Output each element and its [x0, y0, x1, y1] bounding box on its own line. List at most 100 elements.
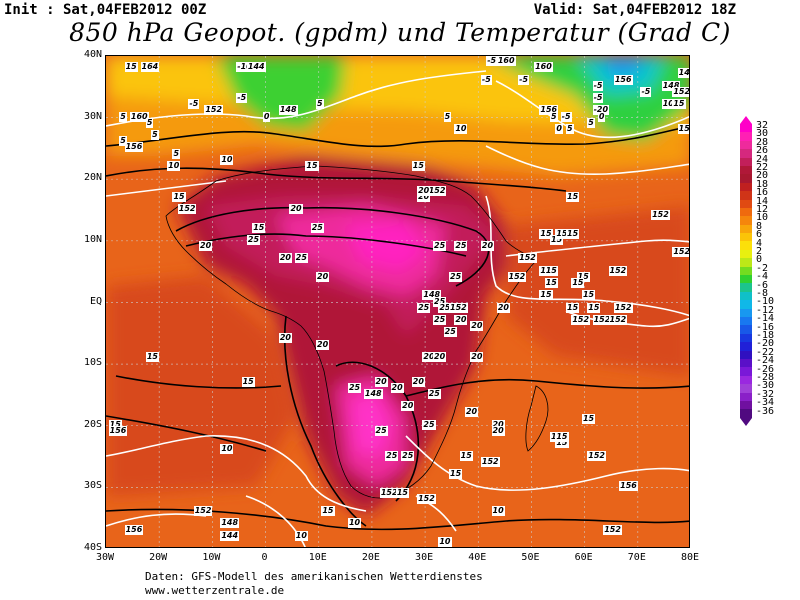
contour-label: 20 [470, 321, 484, 332]
contour-label: 156 [613, 74, 633, 85]
contour-label: 152 [608, 265, 628, 276]
contour-label: 15 [555, 228, 569, 239]
colorbar-cell [740, 409, 752, 418]
contour-label: 15 [555, 438, 569, 449]
contour-label: 25 [433, 241, 447, 252]
lon-label: 20W [149, 552, 168, 563]
contour-label: -5 [592, 80, 604, 91]
contour-label: 15 [587, 302, 601, 313]
contour-label: 15 [555, 432, 569, 443]
contour-label: 15 [395, 487, 409, 498]
colorbar-label: 20 [756, 170, 769, 182]
contour-label: -5 [480, 74, 492, 85]
contour-label: 152 [592, 314, 612, 325]
contour-label: 20 [374, 376, 388, 387]
valid-time: Valid: Sat,04FEB2012 18Z [533, 2, 736, 18]
lon-label: 50E [521, 552, 540, 563]
contour-label: -5 [518, 74, 530, 85]
contour-label: 5 [443, 111, 452, 122]
contour-label: 148 [661, 80, 681, 91]
lon-label: 10E [308, 552, 327, 563]
contour-label: 20 [491, 419, 505, 430]
lat-label: 20N [83, 172, 102, 184]
contour-label: -5 [592, 93, 604, 104]
contour-label: -5 [640, 86, 652, 97]
lon-label: 40E [468, 552, 487, 563]
contour-label: 5 [587, 117, 595, 128]
contour-label: -5 [560, 111, 572, 122]
colorbar-cell [740, 258, 752, 267]
contour-label: 20 [417, 185, 431, 196]
contour-label: 20 [454, 314, 468, 325]
colorbar-cell [740, 191, 752, 200]
colorbar-label: -18 [756, 330, 775, 341]
contour-label: 25 [294, 253, 308, 264]
colorbar-label: 30 [756, 128, 769, 140]
colorbar-cell [740, 140, 752, 150]
contour-label: 152 [571, 314, 591, 325]
contour-label: 10 [294, 530, 308, 541]
contour-label: 144 [246, 62, 266, 73]
colorbar-label: -8 [756, 288, 769, 299]
colorbar-label: -30 [756, 380, 775, 392]
contour-label: 15 [544, 278, 558, 288]
lat-label: 40S [83, 542, 102, 553]
contour-label: -5 [236, 93, 248, 104]
contour-label: 0 [597, 111, 606, 122]
contour-label: 10 [491, 506, 505, 517]
contour-label: 15 [576, 271, 590, 282]
colorbar-label: -4 [756, 271, 769, 283]
contour-label: 152 [480, 456, 500, 467]
contour-label: 25 [347, 382, 362, 393]
colorbar-top-arrow [740, 116, 752, 124]
colorbar-cell [740, 132, 752, 141]
contour-label: 25 [443, 327, 457, 338]
colorbar-label: 22 [756, 162, 769, 173]
colorbar-label: 24 [756, 153, 769, 165]
colorbar-cell [740, 358, 752, 368]
colorbar-cell [740, 249, 752, 259]
contour-label: 160 [534, 62, 553, 73]
colorbar-label: 8 [756, 220, 763, 232]
contour-label: 152 [672, 86, 690, 97]
colorbar-cell [740, 384, 752, 393]
contour-label: 20 [417, 191, 431, 202]
contour-label: -5 [188, 99, 200, 110]
contour-label: 20 [316, 271, 330, 282]
contour-label: 156 [124, 524, 144, 535]
contour-label: 152 [608, 314, 628, 325]
contour-label: 20 [422, 351, 436, 362]
contour-label: 15 [550, 234, 564, 245]
contour-label: 164 [140, 62, 160, 73]
colorbar-cell [740, 207, 752, 217]
colorbar-label: -28 [756, 372, 775, 383]
lon-label: 0 [261, 552, 268, 563]
contour-label: -5 [486, 56, 498, 67]
contour-label: 10 [347, 518, 362, 529]
contour-label: 152 [193, 506, 213, 517]
contour-label: 148 [220, 518, 240, 529]
contour-label: 5 [145, 117, 154, 128]
contour-label: 15 [145, 351, 159, 362]
colorbar-label: 6 [756, 229, 763, 241]
contour-label: 20 [289, 204, 303, 215]
colorbar-cell [740, 342, 752, 351]
chart-title: 850 hPa Geopot. (gpdm) und Temperatur (G… [69, 18, 731, 47]
colorbar-cell [740, 392, 752, 401]
contour-label: 20 [316, 339, 330, 350]
contour-label: 20 [464, 407, 479, 418]
colorbar-cell [740, 182, 752, 192]
data-source-note: Daten: GFS-Modell des amerikanischen Wet… [145, 570, 483, 583]
contour-label: -20 [592, 105, 610, 116]
contour-label: 15 [108, 419, 122, 430]
lat-label: 40N [83, 49, 102, 60]
contour-label: 15 [672, 99, 686, 110]
contour-label: 5 [119, 111, 127, 122]
website-url: www.wetterzentrale.de [145, 584, 285, 597]
contour-label: 15 [566, 228, 580, 239]
colorbar-cell [740, 350, 752, 359]
colorbar-cell [740, 216, 752, 225]
init-time: Init : Sat,04FEB2012 00Z [4, 2, 207, 18]
colorbar-label: 16 [756, 187, 769, 199]
colorbar-label: 28 [756, 136, 769, 148]
